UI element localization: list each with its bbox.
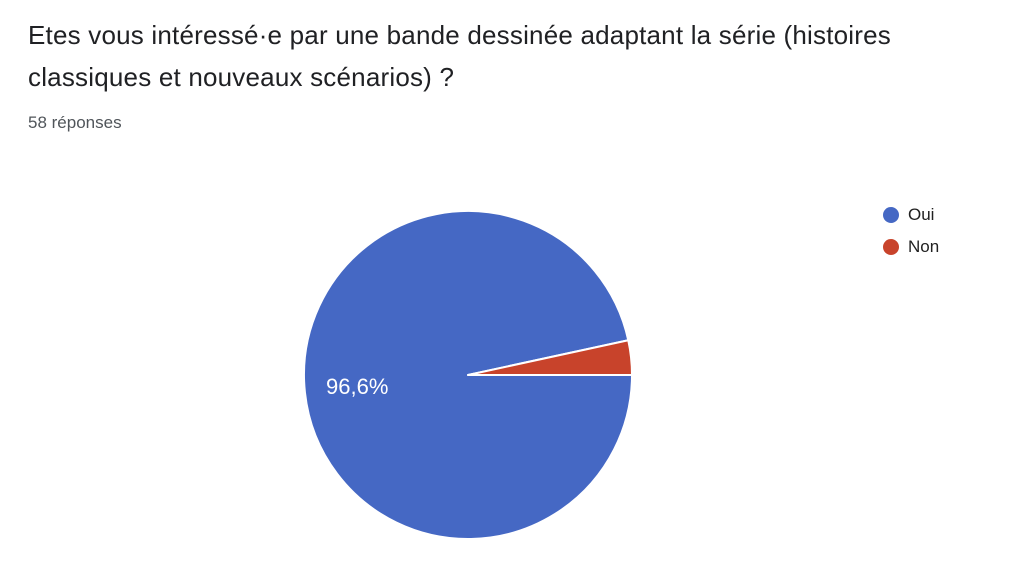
- legend-swatch-oui-icon: [883, 206, 899, 223]
- question-title: Etes vous intéressé·e par une bande dess…: [28, 20, 892, 92]
- responses-count: 58 réponses: [28, 113, 122, 132]
- legend: Oui Non: [883, 206, 939, 270]
- pie-chart: 96,6%: [302, 209, 634, 541]
- legend-swatch-non-icon: [883, 238, 899, 255]
- legend-item-oui: Oui: [883, 206, 939, 223]
- legend-label-oui: Oui: [908, 205, 935, 224]
- legend-label-non: Non: [908, 237, 940, 256]
- pie-svg: [303, 210, 633, 540]
- legend-item-non: Non: [883, 238, 939, 255]
- pie-slice-non[interactable]: [467, 339, 633, 376]
